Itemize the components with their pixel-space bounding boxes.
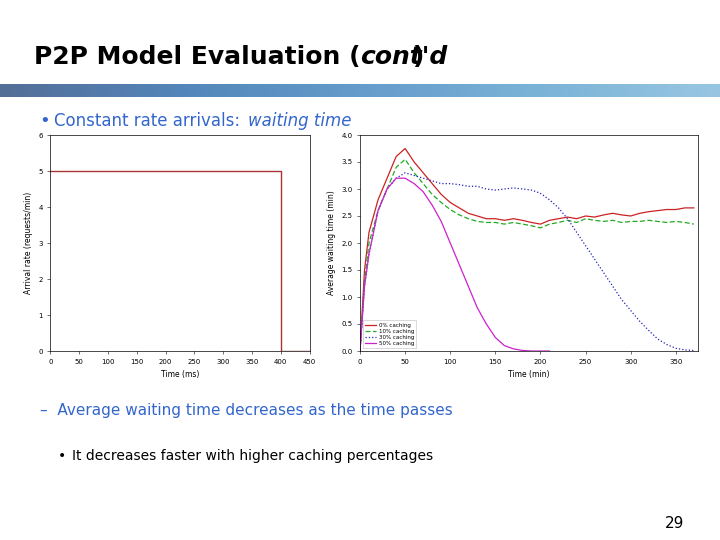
Text: 29: 29 <box>665 516 684 531</box>
Text: Constant rate arrivals:: Constant rate arrivals: <box>54 112 246 131</box>
Legend: 0% caching, 10% caching, 30% caching, 50% caching: 0% caching, 10% caching, 30% caching, 50… <box>363 320 416 348</box>
Text: •: • <box>58 449 66 463</box>
X-axis label: Time (ms): Time (ms) <box>161 370 199 379</box>
Y-axis label: Arrival rate (requests/min): Arrival rate (requests/min) <box>24 192 32 294</box>
Text: ): ) <box>413 45 425 69</box>
Text: It decreases faster with higher caching percentages: It decreases faster with higher caching … <box>72 449 433 463</box>
Y-axis label: Average waiting time (min): Average waiting time (min) <box>327 191 336 295</box>
Text: •: • <box>40 112 50 131</box>
Text: P2P Model Evaluation (: P2P Model Evaluation ( <box>34 45 360 69</box>
Text: cont'd: cont'd <box>360 45 447 69</box>
X-axis label: Time (min): Time (min) <box>508 370 550 379</box>
Text: waiting time: waiting time <box>248 112 352 131</box>
Text: –  Average waiting time decreases as the time passes: – Average waiting time decreases as the … <box>40 403 452 418</box>
